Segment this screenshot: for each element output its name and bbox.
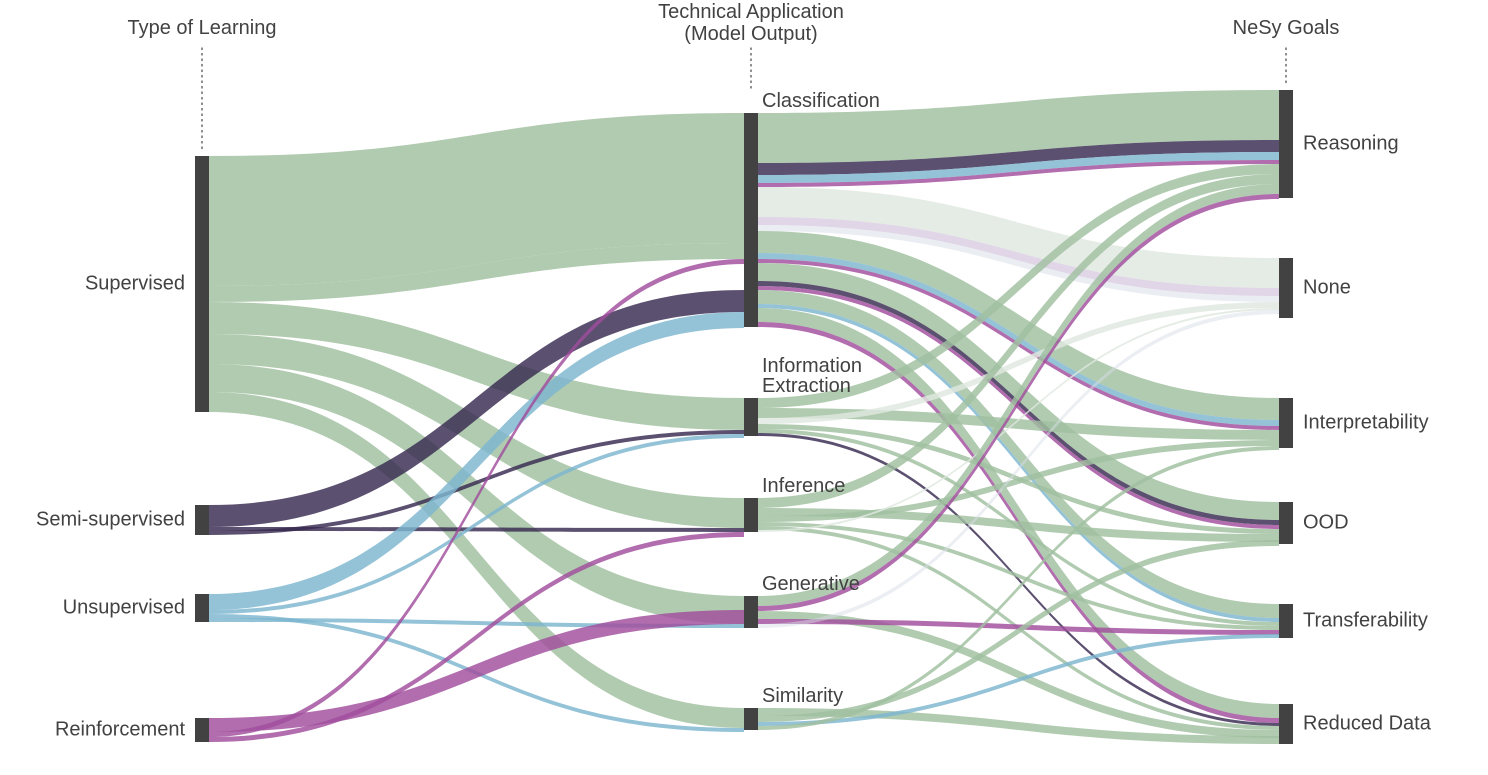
node-similarity — [744, 708, 758, 730]
node-generative — [744, 596, 758, 628]
label-none: None — [1303, 276, 1351, 298]
label-classification: Classification — [762, 90, 880, 112]
node-interpretability — [1279, 398, 1293, 448]
column-header-col3-line0: NeSy Goals — [1233, 17, 1340, 39]
node-classification — [744, 113, 758, 327]
column-header-col1-line0: Type of Learning — [128, 17, 277, 39]
node-semi — [195, 505, 209, 535]
label-reduced_data: Reduced Data — [1303, 712, 1432, 734]
node-inference — [744, 498, 758, 532]
label-info_extract-line2: Extraction — [762, 375, 851, 397]
label-generative: Generative — [762, 573, 860, 595]
node-info_extract — [744, 398, 758, 436]
label-semi: Semi-supervised — [36, 508, 185, 530]
sankey-diagram: Supervised Semi-supervised Unsupervised Rei… — [0, 0, 1488, 775]
column-header-col2-line1: (Model Output) — [684, 23, 817, 45]
label-unsupervised: Unsupervised — [63, 596, 185, 618]
node-none — [1279, 258, 1293, 318]
label-inference: Inference — [762, 475, 845, 497]
node-ood — [1279, 502, 1293, 544]
column-header-col2-line0: Technical Application — [658, 1, 844, 23]
node-supervised — [195, 156, 209, 412]
label-supervised: Supervised — [85, 272, 185, 294]
label-similarity: Similarity — [762, 685, 843, 707]
label-info_extract-line1: Information — [762, 355, 862, 377]
label-interpretability: Interpretability — [1303, 411, 1429, 433]
node-reasoning — [1279, 90, 1293, 198]
node-unsupervised — [195, 594, 209, 622]
node-reduced_data — [1279, 704, 1293, 744]
node-reinforcement — [195, 718, 209, 742]
label-reinforcement: Reinforcement — [55, 718, 186, 740]
label-reasoning: Reasoning — [1303, 132, 1399, 154]
label-transferability: Transferability — [1303, 609, 1428, 631]
label-ood: OOD — [1303, 511, 1349, 533]
node-transferability — [1279, 604, 1293, 638]
